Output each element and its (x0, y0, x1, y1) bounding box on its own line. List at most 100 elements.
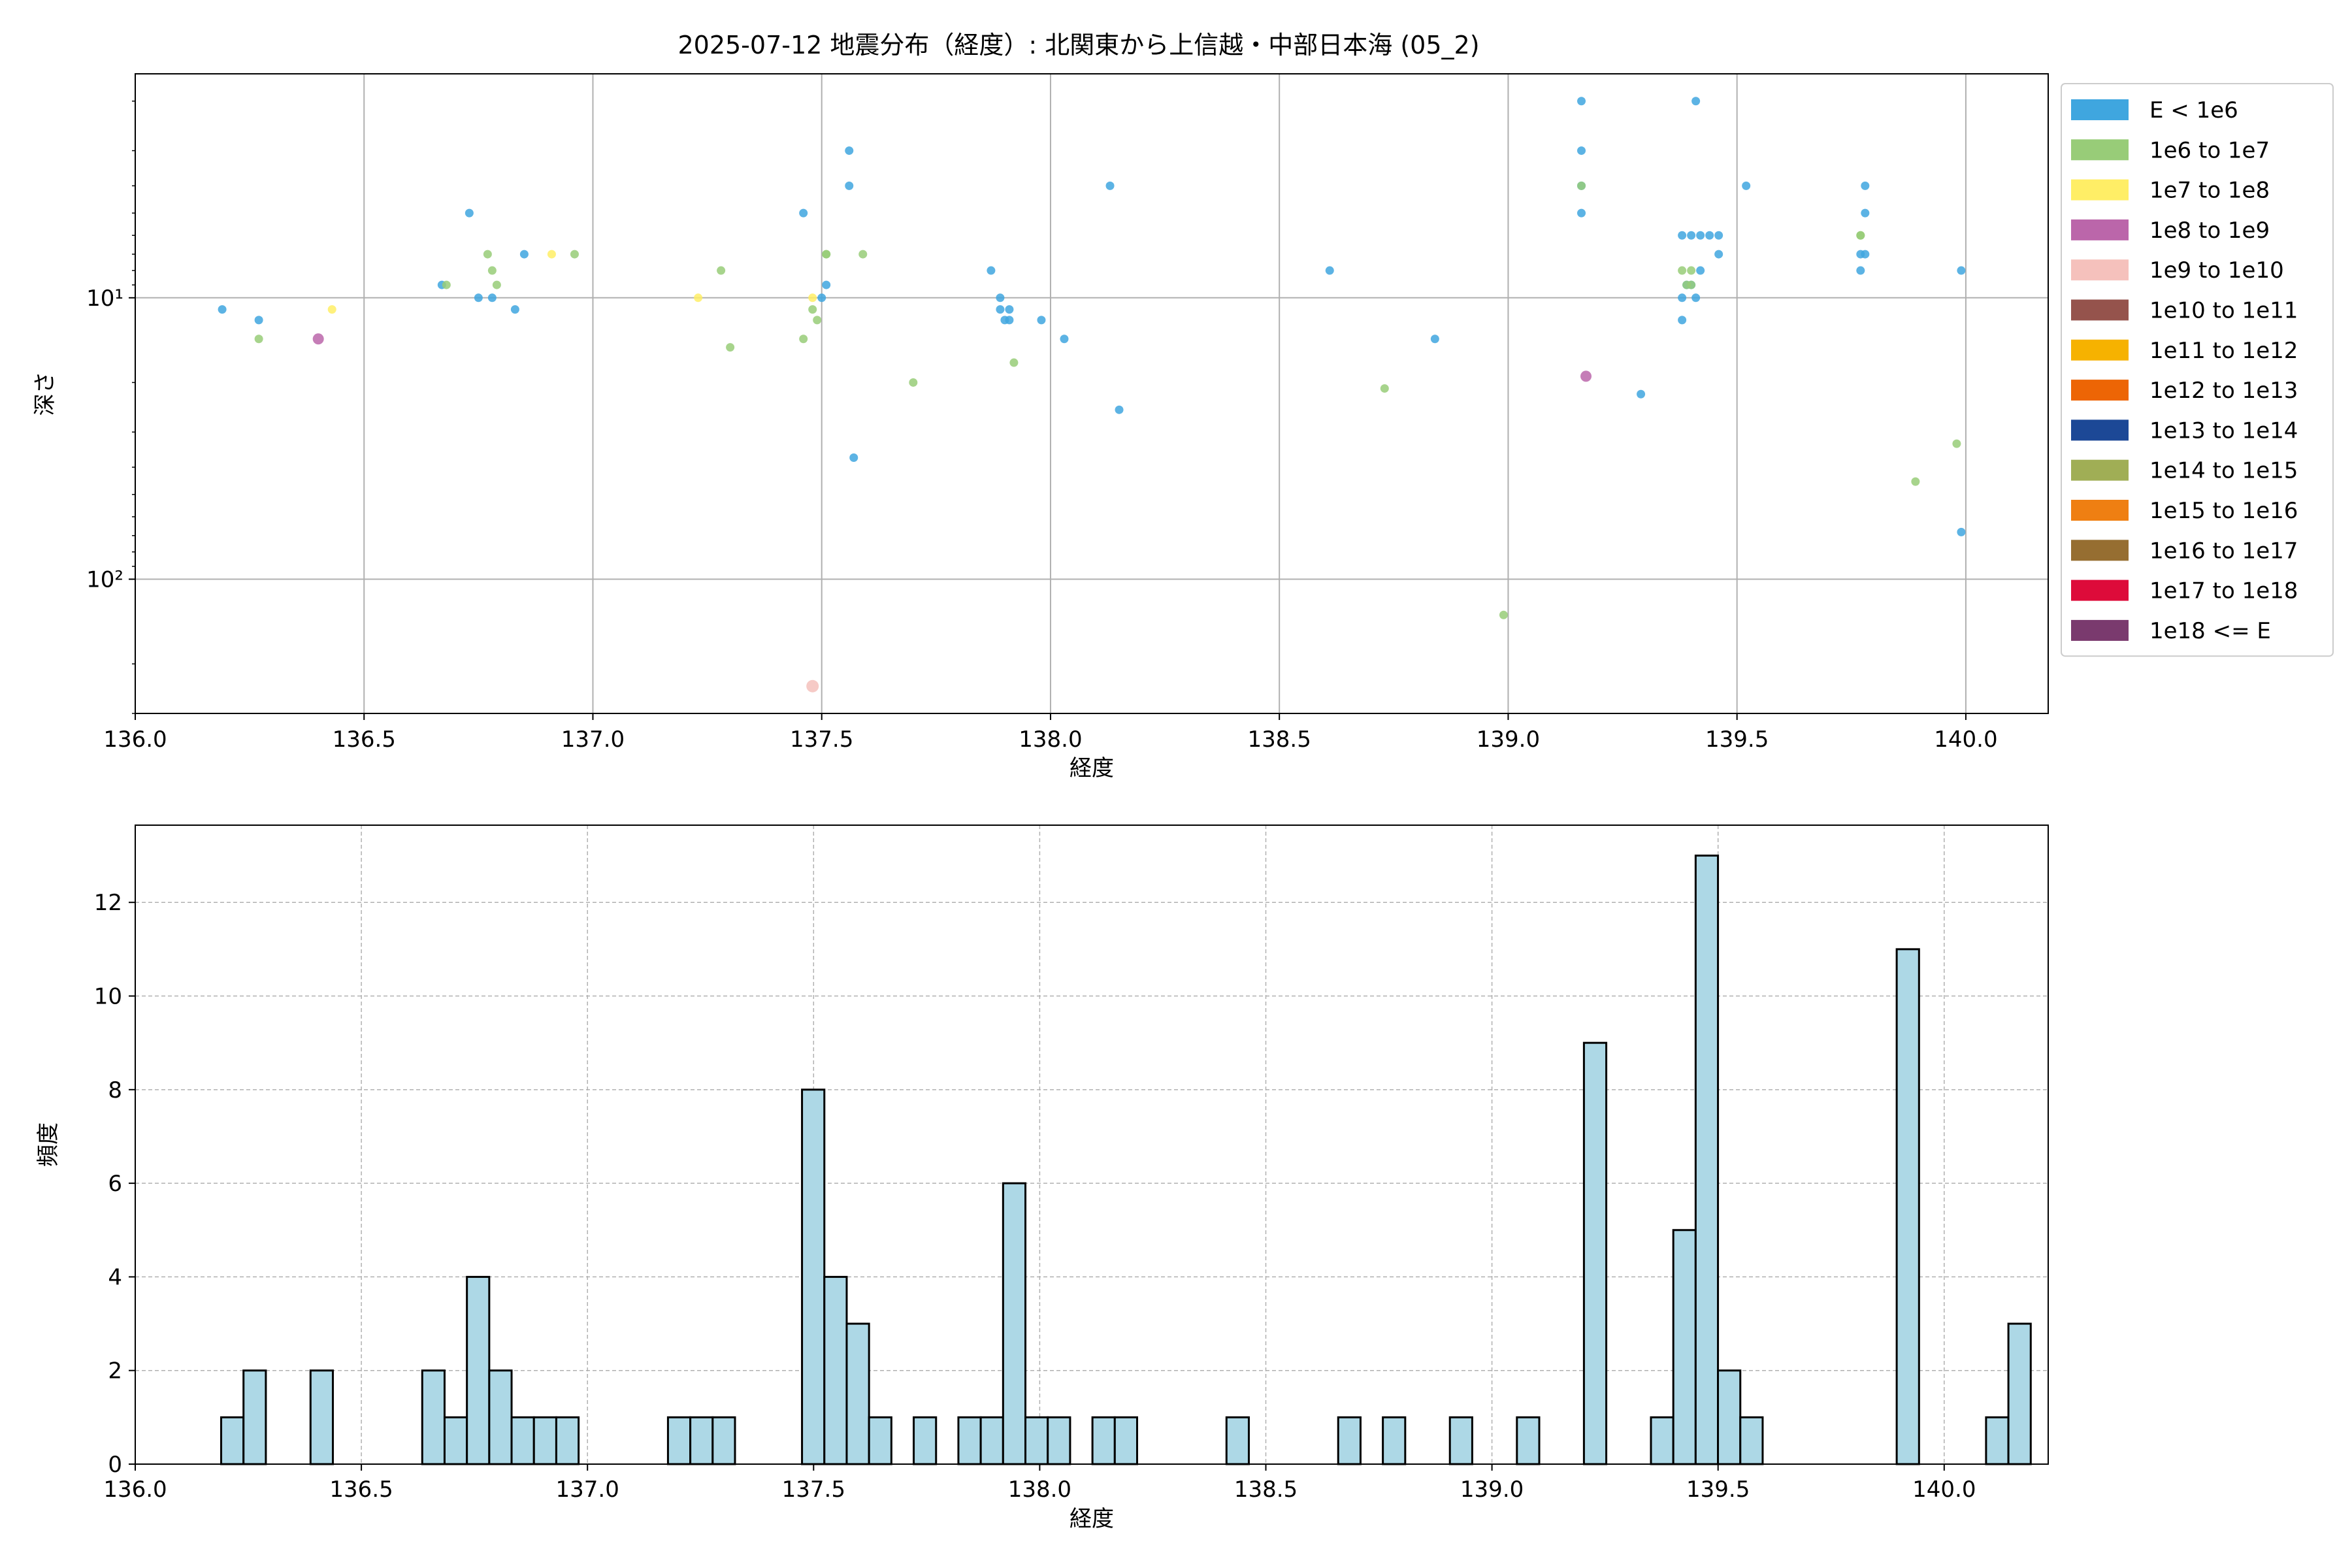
data-point (1687, 266, 1696, 275)
legend-label: 1e7 to 1e8 (2149, 178, 2270, 204)
data-point (1952, 439, 1961, 448)
data-point (1009, 358, 1019, 367)
data-point (987, 266, 996, 275)
legend: E < 1e6 1e6 to 1e7 1e7 to 1e8 1e8 to 1e9 1e9… (2061, 83, 2334, 657)
x-axis-label: 経度 (1070, 755, 1114, 781)
y-tick-label: 10¹ (86, 286, 123, 312)
data-point (1742, 181, 1751, 190)
data-point (808, 293, 817, 302)
legend-swatch (2071, 540, 2129, 561)
x-tick-label: 139.0 (1460, 1477, 1524, 1503)
data-point (1696, 266, 1705, 275)
legend-swatch (2071, 580, 2129, 601)
histogram-bar (1337, 1416, 1362, 1465)
data-point (1911, 477, 1920, 486)
y-tick-label: 0 (108, 1452, 122, 1478)
data-point (845, 146, 854, 155)
data-point (1380, 384, 1389, 393)
y-tick-label: 2 (108, 1358, 122, 1384)
data-point (570, 250, 579, 259)
histogram-bar (801, 1088, 826, 1465)
x-tick-label: 139.5 (1686, 1477, 1750, 1503)
x-tick-label: 140.0 (1934, 727, 1997, 753)
scatter-panel: 136.0 136.5 137.0 137.5 138.0 138.5 139.0 139.5… (32, 73, 2049, 781)
histogram-bar (1895, 948, 1920, 1465)
histogram-bar (466, 1275, 491, 1465)
data-point (1856, 231, 1865, 240)
legend-label: 1e14 to 1e15 (2149, 458, 2298, 484)
histogram-bar (242, 1369, 267, 1465)
histogram-bar (868, 1416, 892, 1465)
histogram-bar (1717, 1369, 1742, 1465)
histogram-bar (1225, 1416, 1250, 1465)
x-tick-label: 136.0 (103, 1477, 167, 1503)
legend-swatch (2071, 219, 2129, 240)
data-point (1861, 208, 1870, 218)
x-tick-label: 137.5 (782, 1477, 845, 1503)
data-point (218, 305, 227, 314)
histogram-bar (1024, 1416, 1049, 1465)
legend-swatch (2071, 500, 2129, 521)
data-point (492, 280, 501, 289)
legend-label: 1e6 to 1e7 (2149, 137, 2270, 163)
data-point (822, 250, 831, 259)
legend-swatch (2071, 299, 2129, 321)
data-point (1687, 231, 1696, 240)
histogram-bar (1047, 1416, 1071, 1465)
histogram-bar (1002, 1182, 1027, 1465)
data-point (1577, 97, 1586, 106)
histogram-bar (1382, 1416, 1407, 1465)
y-tick-label: 4 (108, 1264, 122, 1290)
data-point (519, 250, 529, 259)
data-point (1577, 146, 1586, 155)
data-point (1714, 250, 1723, 259)
data-point (858, 250, 868, 259)
data-point (1861, 181, 1870, 190)
x-tick-label: 137.0 (556, 1477, 619, 1503)
legend-label: 1e10 to 1e11 (2149, 298, 2298, 324)
histogram-bar (510, 1416, 535, 1465)
data-point (1499, 610, 1508, 619)
legend-swatch (2071, 619, 2129, 641)
data-point (1678, 231, 1687, 240)
histogram-bar (1091, 1416, 1116, 1465)
data-point (1637, 389, 1646, 399)
data-point (1705, 231, 1714, 240)
data-point (909, 378, 918, 387)
legend-label: 1e12 to 1e13 (2149, 378, 2298, 404)
data-point (813, 316, 822, 325)
data-point (1714, 231, 1723, 240)
histogram-bar (2007, 1322, 2032, 1465)
data-point (822, 280, 831, 289)
data-point (1861, 250, 1870, 259)
data-point (1105, 181, 1115, 190)
legend-label: 1e13 to 1e14 (2149, 417, 2298, 444)
legend-swatch (2071, 99, 2129, 120)
x-tick-label: 138.5 (1248, 727, 1311, 753)
data-point (1678, 266, 1687, 275)
histogram-bar (711, 1416, 736, 1465)
y-tick-label: 6 (108, 1171, 122, 1197)
x-tick-label: 137.0 (561, 727, 625, 753)
data-point (254, 316, 263, 325)
data-point (1678, 293, 1687, 302)
histogram-bar (845, 1322, 870, 1465)
y-axis-label: 深さ (32, 372, 58, 416)
data-point (799, 335, 808, 344)
x-tick-label: 136.5 (333, 727, 396, 753)
data-point (1005, 305, 1014, 314)
data-point (1430, 335, 1439, 344)
histogram-bar (532, 1416, 557, 1465)
legend-swatch (2071, 339, 2129, 361)
histogram-bar (1694, 855, 1720, 1465)
x-tick-label: 139.5 (1705, 727, 1769, 753)
histogram-bar (823, 1275, 848, 1465)
figure-title: 2025-07-12 地震分布（経度）: 北関東から上信越・中部日本海 (05_… (678, 31, 1479, 59)
data-point (1325, 266, 1334, 275)
data-point (1678, 316, 1687, 325)
data-point (465, 208, 474, 218)
legend-swatch (2071, 419, 2129, 441)
histogram-bar (913, 1416, 938, 1465)
